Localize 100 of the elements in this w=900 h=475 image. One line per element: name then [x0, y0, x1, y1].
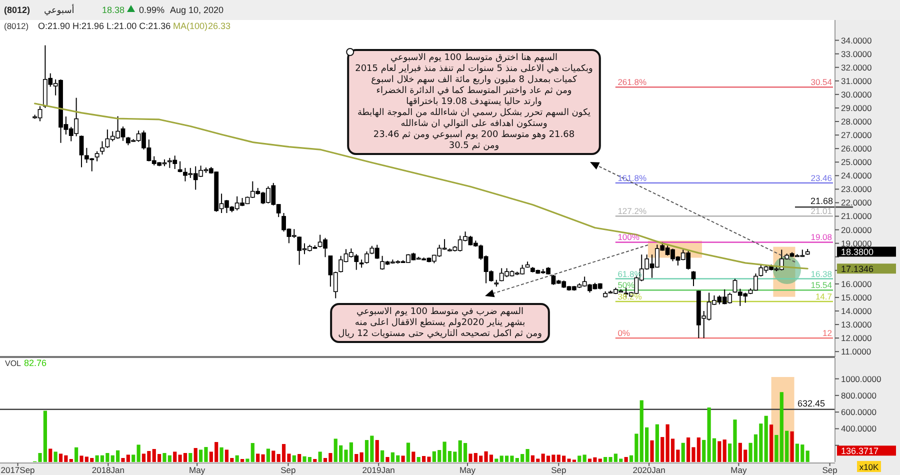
x-tick-label: Sep: [280, 465, 296, 475]
annotation: 38.2%: [618, 292, 642, 302]
callout-box: السهم هنا اخترق متوسط 100 يوم الاسبوعي وبكميات هي الاعلى منذ 5 سنوات لم تنفذ منذ فبراير لعام 2015 كميات بمعدل 8 مليون واربع مائة الف سهم خلال اسبوع ومن ثم عاد واختبر المتوسط كما في الدائرة الخضراء وارتد حاليا يستهدف 19.08 باختراقها يكون السهم تحرر بشكل رسمي ان شاءالله من الموجة الهابطة وستكون اهدافه على التوالي ان شاءالله 21.68 وهو متوسط 200 يوم اسبوعي ومن ثم 23.46 ومن ثم 30.5: [346, 48, 601, 155]
y-tick-label: 31.0000: [841, 76, 872, 86]
bar: [220, 447, 224, 462]
bar: [578, 456, 582, 462]
bar: [380, 450, 384, 462]
chart-title: (8012): [4, 5, 30, 15]
y-tick-label: 12.0000: [841, 333, 872, 344]
y-tick-label: 1000.0000: [841, 374, 882, 384]
annotation: 127.2%: [618, 206, 647, 216]
bar: [272, 450, 276, 462]
text: 18.38: [102, 5, 125, 15]
y-tick-label: 21.0000: [841, 211, 872, 222]
text: Aug 10, 2020: [170, 5, 224, 15]
text: MA(100): [173, 21, 208, 31]
y-tick-label: 20.0000: [841, 224, 872, 235]
ref-line-label: 16.38: [810, 268, 832, 279]
bar: [386, 457, 390, 462]
bar: [416, 457, 420, 462]
callout-box: السهم ضرب في متوسط 100 يوم الاسبوعي بشهر يناير 2020ولم يستطع الاقفال اعلى منه ومن ثم اكمل تصحيحه التاريخي حتى مستويات 12 ريال: [330, 303, 550, 343]
x-tick-label: Sep: [822, 465, 838, 475]
annotation: O:21.90 H:21.96 L:21.00 C:21.36: [38, 21, 171, 31]
annotation: 161.8%: [618, 172, 647, 183]
bar: [764, 416, 768, 462]
y-tick-label: 28.0000: [841, 116, 872, 127]
text: أسبوعي: [44, 4, 74, 16]
x-tick-label: Sep: [551, 465, 566, 475]
y-tick-label: 22.0000: [841, 198, 872, 208]
bar: [598, 458, 602, 462]
annotation: 100%: [618, 232, 640, 242]
x-tick-label: May: [459, 465, 476, 475]
x-tick-label: 2020Jan: [632, 465, 666, 475]
ref-line-label: 12: [822, 328, 832, 338]
bar: [806, 450, 810, 462]
bar: [769, 424, 774, 462]
bar: [240, 459, 244, 462]
ref-line-label: 21.01: [810, 206, 832, 216]
annotation: السهم ضرب في متوسط 100 يوم الاسبوعي بشهر يناير 2020ولم يستطع الاقفال اعلى منه ومن ثم اكمل تصحيحه التاريخي حتى مستويات 12 ريال: [338, 307, 542, 339]
bar: [790, 431, 794, 462]
bar: [401, 456, 405, 462]
y-tick-label: 29.0000: [841, 102, 872, 113]
ref-line-label: 30.54: [810, 77, 832, 88]
bar: [298, 454, 302, 462]
annotation: 0%: [618, 328, 630, 338]
annotation: 82.76: [24, 358, 47, 368]
y-tick-label: 400.0000: [841, 424, 877, 434]
chart-title: (8012): [4, 21, 29, 31]
bar: [406, 442, 410, 462]
bar: [74, 447, 78, 462]
y-tick-label: 33.0000: [841, 48, 872, 59]
ref-line-label: 15.54: [810, 280, 832, 290]
text: 18.3800: [841, 247, 874, 258]
bar: [375, 440, 379, 462]
bar: [718, 441, 722, 462]
bar: [624, 457, 628, 462]
bar: [313, 459, 317, 462]
bar: [582, 454, 586, 462]
bar: [235, 455, 239, 462]
text: 0.99%: [139, 5, 165, 15]
bar: [54, 452, 58, 462]
candlestick: [691, 270, 696, 287]
bar: [354, 454, 358, 462]
y-tick-label: 27.0000: [841, 130, 872, 140]
annotation: 26.33: [208, 21, 231, 31]
annotation: 261.8%: [618, 77, 647, 88]
x-tick-label: May: [730, 465, 748, 475]
ref-line-label: 14.7: [815, 292, 832, 302]
x-tick-label: 2018Jan: [92, 465, 125, 475]
text: 17.1346: [841, 264, 874, 274]
y-tick-label: 32.0000: [841, 62, 872, 72]
y-tick-label: 30.0000: [841, 89, 872, 100]
bar: [655, 424, 659, 462]
bar: [69, 459, 73, 462]
y-tick-label: 14.0000: [841, 306, 872, 316]
ref-line-label: 21.68: [810, 196, 833, 206]
bar: [494, 458, 498, 462]
bar: [722, 440, 726, 462]
y-tick-label: 23.0000: [841, 184, 872, 194]
x-tick-label: May: [189, 465, 206, 475]
y-tick-label: 34.0000: [841, 35, 872, 46]
y-tick-label: 600.0000: [841, 407, 877, 418]
text: x10K: [859, 462, 880, 472]
bar: [188, 453, 192, 462]
y-tick-label: 25.0000: [841, 157, 872, 168]
x-tick-label: 2017Sep: [0, 465, 36, 475]
y-tick-label: 800.0000: [841, 390, 877, 400]
candlestick: [94, 150, 100, 162]
y-tick-label: 24.0000: [841, 170, 872, 181]
bar: [266, 448, 270, 462]
bar: [292, 455, 296, 462]
y-tick-label: 26.0000: [841, 144, 872, 154]
bar: [412, 452, 416, 462]
bar: [48, 448, 52, 462]
ref-line-label: 23.46: [810, 172, 832, 183]
bar: [681, 442, 685, 462]
x-tick-label: 2019Jan: [362, 465, 396, 475]
y-tick-label: 15.0000: [841, 292, 872, 302]
text: 136.3717: [841, 446, 879, 456]
bar: [194, 448, 198, 462]
